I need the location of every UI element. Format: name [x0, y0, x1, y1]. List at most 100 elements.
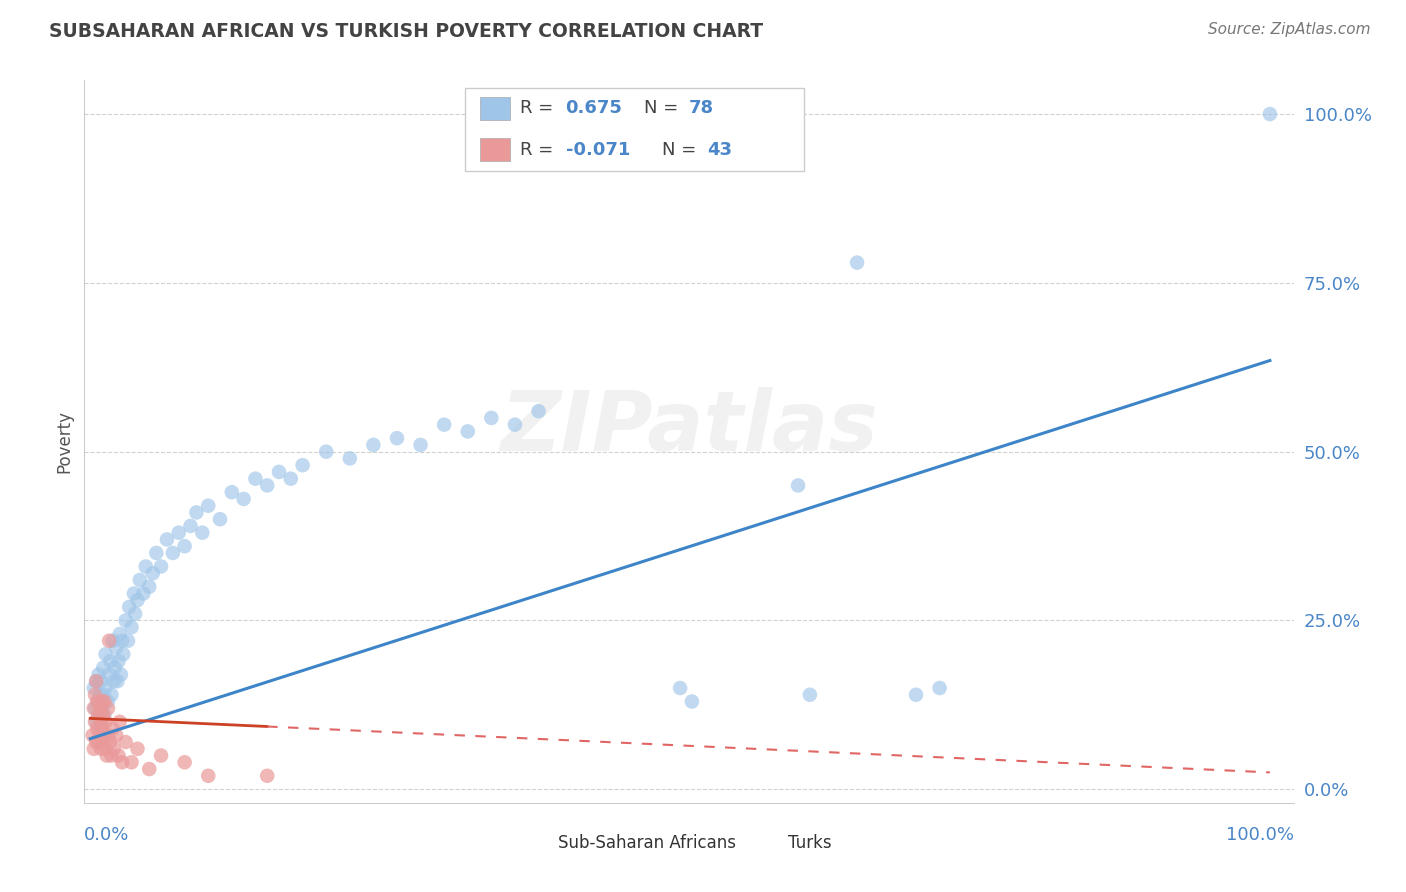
- Point: [91, 694, 114, 708]
- Point: [91, 688, 114, 702]
- Point: [112, 647, 135, 661]
- Point: [191, 525, 214, 540]
- Point: [280, 472, 302, 486]
- Point: [105, 728, 128, 742]
- Point: [84, 714, 107, 729]
- Point: [89, 701, 111, 715]
- Point: [101, 722, 124, 736]
- Point: [86, 722, 108, 736]
- Point: [90, 674, 112, 689]
- Text: ZIPatlas: ZIPatlas: [501, 386, 877, 467]
- Point: [173, 539, 195, 553]
- Point: [245, 472, 267, 486]
- Point: [87, 708, 110, 723]
- Point: [669, 681, 692, 695]
- Point: [150, 748, 173, 763]
- Text: Source: ZipAtlas.com: Source: ZipAtlas.com: [1208, 22, 1371, 37]
- Point: [100, 748, 122, 763]
- Point: [105, 640, 128, 655]
- Point: [94, 647, 117, 661]
- Point: [128, 573, 150, 587]
- Point: [90, 741, 112, 756]
- Point: [1258, 107, 1281, 121]
- Point: [121, 620, 143, 634]
- Point: [84, 735, 107, 749]
- Point: [89, 728, 111, 742]
- Point: [94, 681, 117, 695]
- Point: [127, 593, 149, 607]
- Text: -0.071: -0.071: [565, 141, 630, 159]
- Point: [681, 694, 703, 708]
- Point: [267, 465, 290, 479]
- Point: [90, 722, 112, 736]
- Text: 0.0%: 0.0%: [84, 826, 129, 845]
- Point: [111, 756, 134, 770]
- Point: [124, 607, 146, 621]
- Point: [315, 444, 337, 458]
- Point: [221, 485, 243, 500]
- Point: [132, 586, 155, 600]
- Point: [94, 714, 117, 729]
- Point: [107, 654, 129, 668]
- Text: N =: N =: [662, 141, 703, 159]
- Point: [111, 633, 134, 648]
- Point: [121, 756, 143, 770]
- Point: [91, 701, 114, 715]
- Point: [110, 667, 132, 681]
- Point: [503, 417, 526, 432]
- Point: [787, 478, 810, 492]
- Point: [928, 681, 950, 695]
- Point: [799, 688, 821, 702]
- Point: [180, 519, 202, 533]
- Point: [135, 559, 157, 574]
- Point: [118, 599, 141, 614]
- FancyBboxPatch shape: [749, 832, 780, 852]
- Text: Turks: Turks: [789, 834, 832, 852]
- Point: [103, 741, 125, 756]
- Point: [101, 633, 124, 648]
- Point: [98, 667, 121, 681]
- Point: [138, 762, 160, 776]
- Text: 100.0%: 100.0%: [1226, 826, 1294, 845]
- Point: [433, 417, 456, 432]
- Point: [122, 586, 145, 600]
- Point: [385, 431, 408, 445]
- Point: [197, 499, 219, 513]
- Point: [114, 735, 136, 749]
- Point: [105, 674, 128, 689]
- Point: [291, 458, 314, 472]
- Point: [97, 694, 120, 708]
- Point: [104, 661, 127, 675]
- Point: [91, 722, 114, 736]
- Point: [91, 661, 114, 675]
- Point: [256, 478, 278, 492]
- Point: [479, 411, 502, 425]
- Point: [93, 728, 115, 742]
- Point: [97, 701, 120, 715]
- Point: [846, 255, 869, 269]
- Text: N =: N =: [644, 99, 685, 117]
- Point: [103, 674, 125, 689]
- Point: [86, 694, 108, 708]
- FancyBboxPatch shape: [479, 138, 510, 161]
- Point: [100, 688, 122, 702]
- Point: [84, 714, 107, 729]
- Point: [84, 701, 107, 715]
- FancyBboxPatch shape: [479, 97, 510, 120]
- FancyBboxPatch shape: [465, 87, 804, 170]
- Point: [94, 741, 117, 756]
- Point: [82, 728, 104, 742]
- Point: [150, 559, 173, 574]
- Y-axis label: Poverty: Poverty: [55, 410, 73, 473]
- Point: [87, 708, 110, 723]
- Text: 0.675: 0.675: [565, 99, 623, 117]
- Point: [117, 633, 139, 648]
- Text: 43: 43: [707, 141, 733, 159]
- FancyBboxPatch shape: [520, 832, 550, 852]
- Point: [145, 546, 167, 560]
- Point: [409, 438, 432, 452]
- Point: [83, 701, 105, 715]
- Point: [84, 674, 107, 689]
- Point: [83, 681, 105, 695]
- Point: [197, 769, 219, 783]
